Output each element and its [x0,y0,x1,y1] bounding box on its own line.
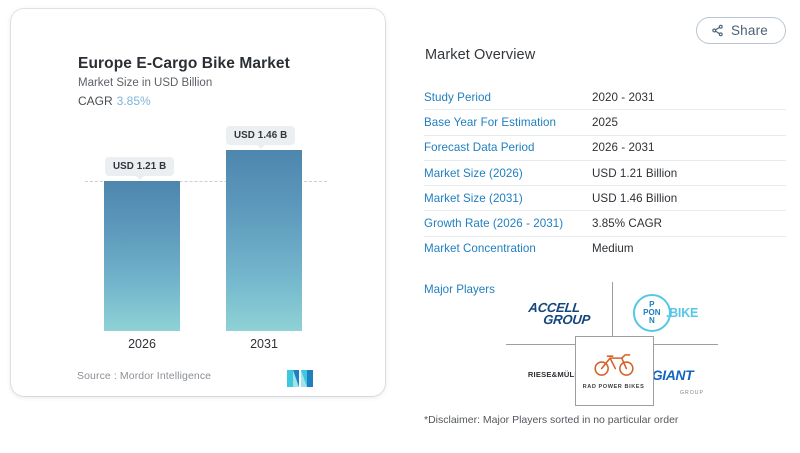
row-key: Market Size (2026) [424,160,592,187]
riese-label: RIESE&MÜLLER [527,370,591,379]
row-key: Growth Rate (2026 - 2031) [424,210,592,237]
major-players-label: Major Players [424,283,495,296]
player-logo-accell-group: ACCELL GROUP [506,282,612,344]
rad-power-bikes-label: RAD POWER BIKES [582,383,645,390]
row-key: Forecast Data Period [424,135,592,161]
chart-bar-label-2031: USD 1.46 B [226,126,296,149]
major-players-grid: ACCELL GROUP P PON N .BIKE RIESE&MÜLLER [506,282,718,406]
chart-bar-2026 [104,181,180,331]
chart-title: Europe E-Cargo Bike Market [78,55,290,72]
share-button-label: Share [730,23,768,38]
pon-circle-icon: P PON N [632,294,671,332]
row-value: 2020 - 2031 [592,85,786,111]
row-value: 2025 [592,109,786,136]
mordor-intelligence-logo-icon [287,370,313,392]
center-logo-box [575,336,654,406]
giant-sublabel: GROUP [679,390,704,396]
player-logo-pon-bike: P PON N .BIKE [613,282,718,344]
row-value: USD 1.21 Billion [592,160,786,187]
major-players-disclaimer: *Disclaimer: Major Players sorted in no … [424,414,679,426]
pon-p: P [649,299,655,309]
row-key: Base Year For Estimation [424,109,592,136]
chart-xtick-2031: 2031 [250,337,278,351]
chart-plot-area: USD 1.21 B 2026 USD 1.46 B 2031 [11,9,385,396]
market-overview-table: Study Period 2020 - 2031 Base Year For E… [424,85,786,261]
chart-cagr-value: 3.85% [116,94,151,108]
player-logo-riese-muller: RIESE&MÜLLER [506,345,612,404]
chart-cagr-label: CAGR [78,94,113,108]
table-row: Market Size (2031) USD 1.46 Billion [424,185,786,212]
chart-source: Source : Mordor Intelligence [77,370,212,382]
table-row: Forecast Data Period 2026 - 2031 [424,135,786,161]
row-key: Market Concentration [424,242,536,256]
chart-cagr: CAGR 3.85% [78,94,151,108]
table-row: Market Size (2026) USD 1.21 Billion [424,160,786,187]
share-nodes-icon [711,24,724,37]
chart-bar-label-2026: USD 1.21 B [105,157,175,180]
row-value: Medium [592,242,634,256]
chart-subtitle: Market Size in USD Billion [78,77,213,89]
giant-label: GIANT [651,366,694,383]
table-row: Study Period 2020 - 2031 [424,85,786,111]
chart-xtick-2026: 2026 [128,337,156,351]
chart-gridline [85,181,327,182]
row-value: 3.85% CAGR [592,210,786,237]
market-overview-title: Market Overview [425,47,536,63]
row-value: USD 1.46 Billion [592,185,786,212]
table-row: Market Concentration Medium [424,236,786,261]
player-logo-rad-power-bikes: RAD POWER BIKES [576,337,651,403]
pon-n: N [648,316,655,326]
bicycle-icon [593,351,635,382]
row-value: 2026 - 2031 [592,135,786,161]
share-button[interactable]: Share [695,17,786,44]
table-row: Base Year For Estimation 2025 [424,109,786,136]
chart-bar-2031 [226,150,302,331]
row-key: Study Period [424,85,592,111]
pon-pon: PON [643,307,661,317]
chart-card: Europe E-Cargo Bike Market Market Size i… [11,9,385,396]
table-row: Growth Rate (2026 - 2031) 3.85% CAGR [424,210,786,237]
pon-suffix: .BIKE [665,306,699,320]
row-key: Market Size (2031) [424,185,592,212]
